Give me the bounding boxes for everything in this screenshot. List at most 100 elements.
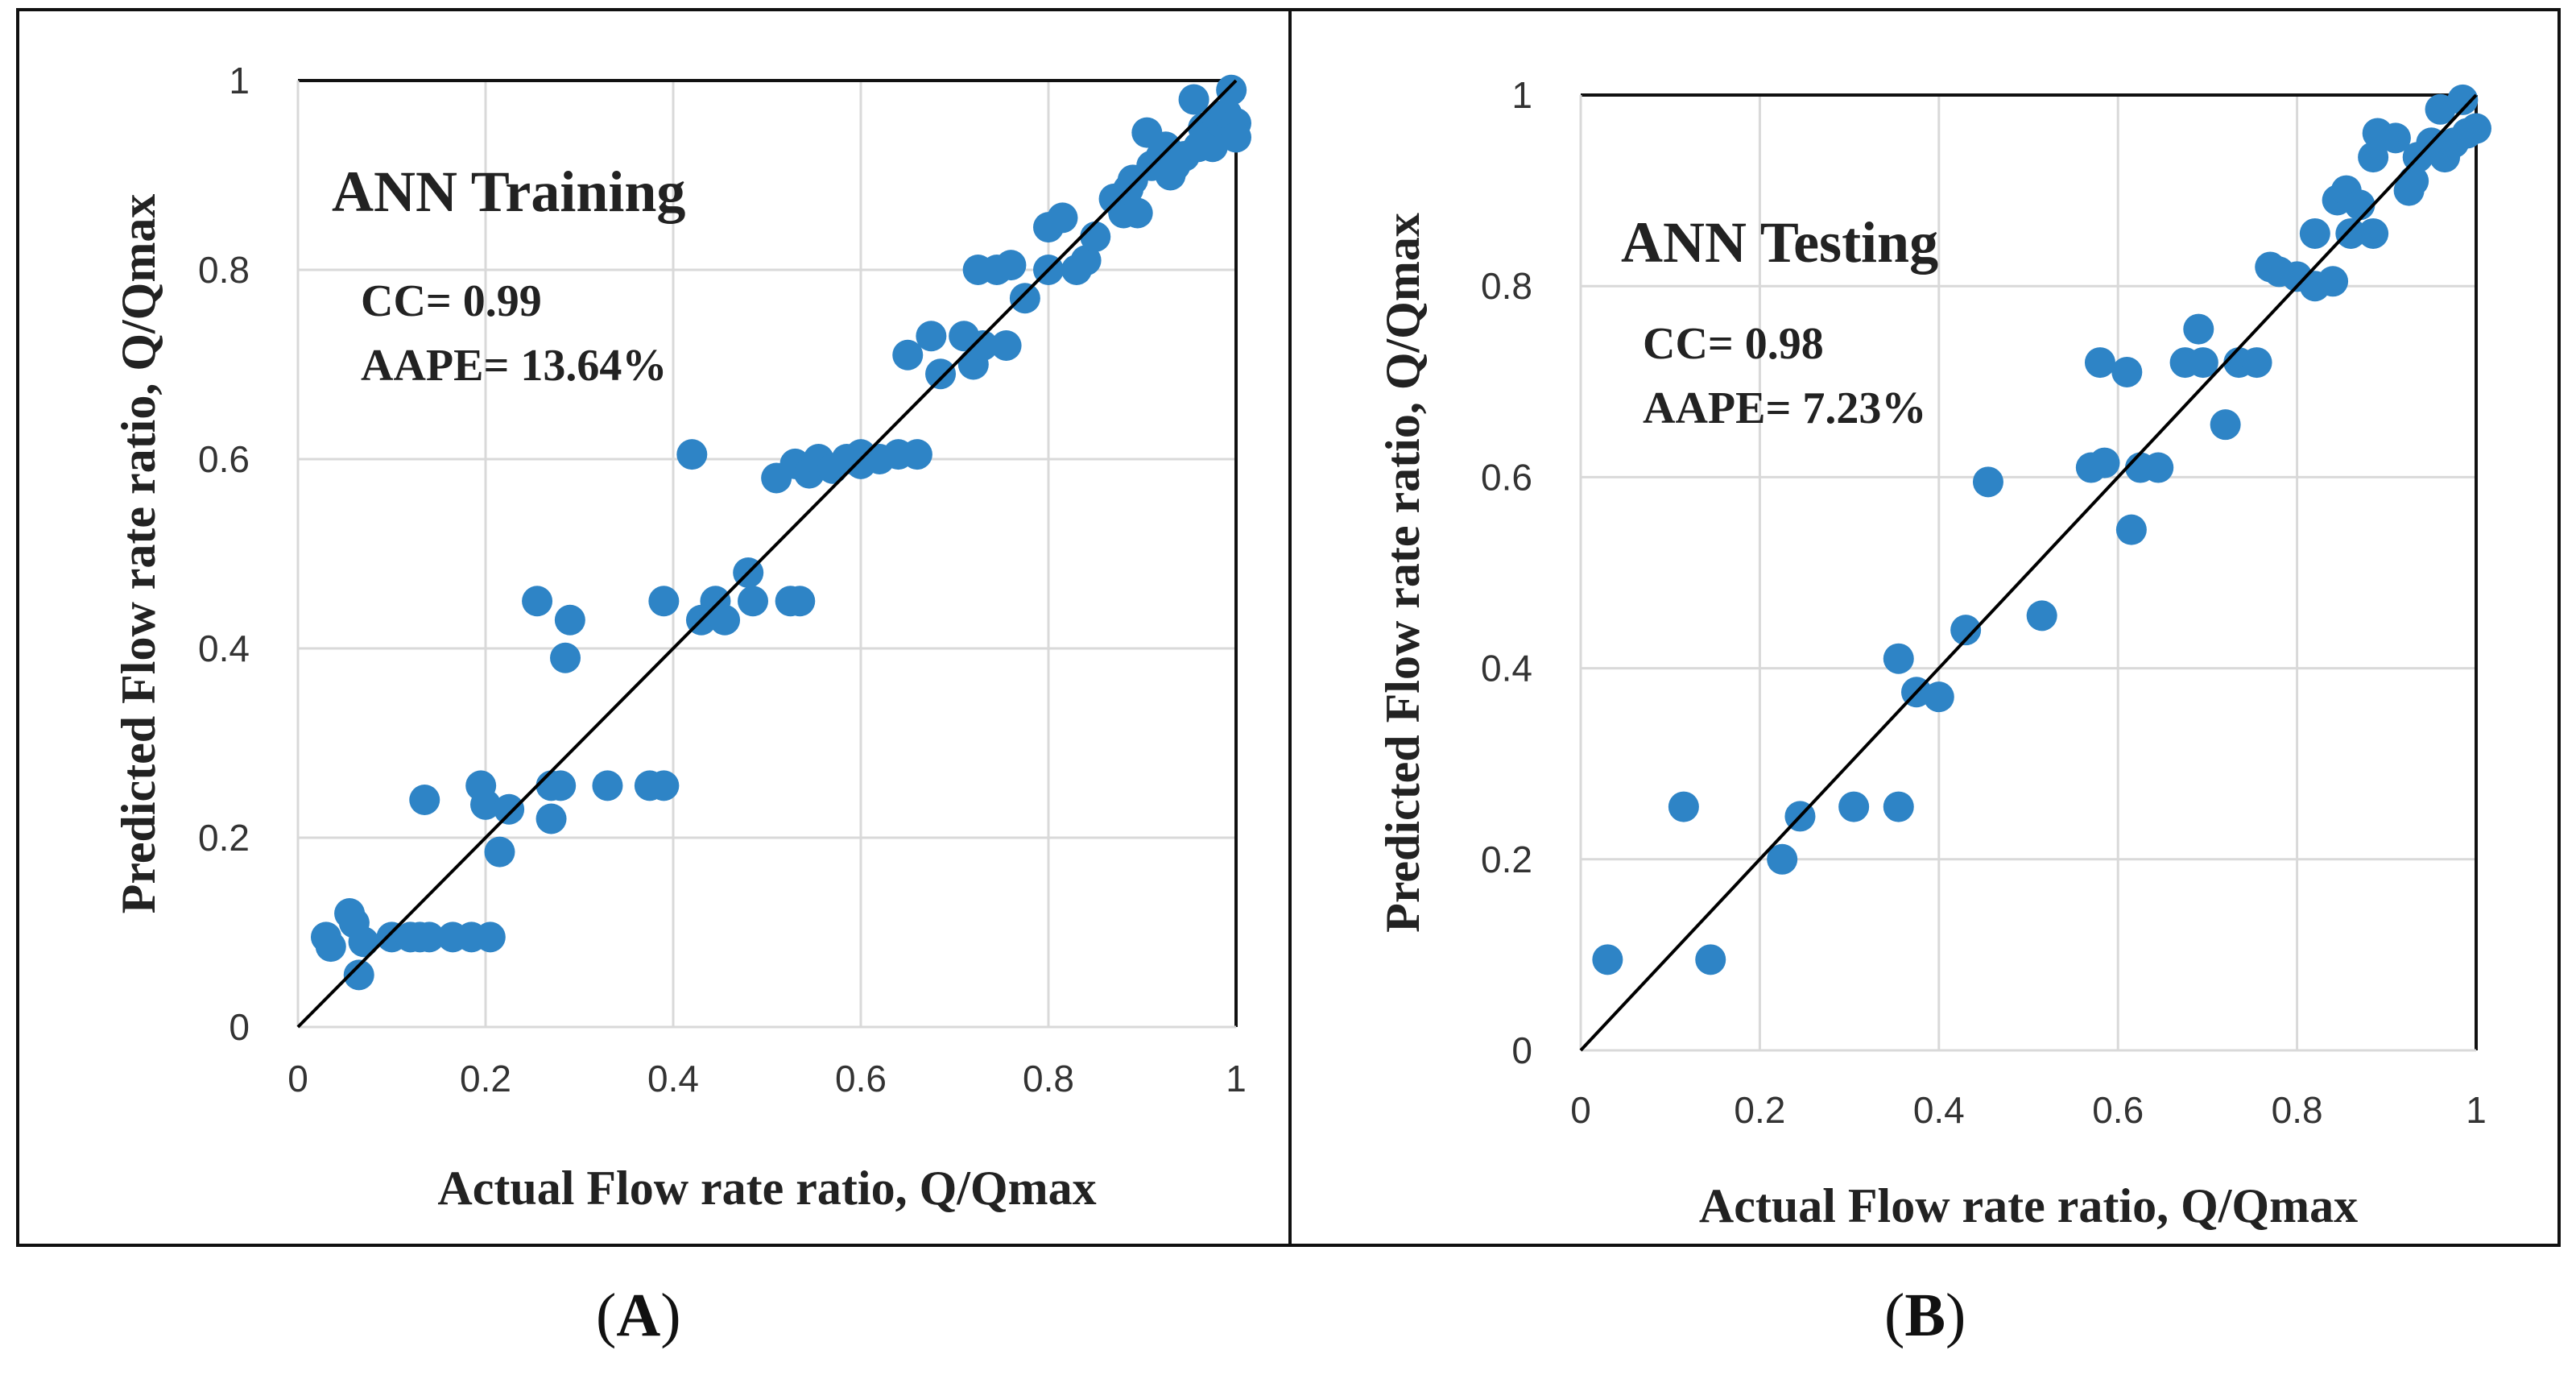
a-ytick-label: 1 [229,60,250,101]
b-data-point [1695,944,1726,975]
a-xtick-label: 0 [287,1058,308,1099]
a-data-point [484,836,515,868]
a-xtick-label: 0.2 [460,1058,511,1099]
a-ytick-label: 0.8 [198,249,250,291]
a-xtick-label: 0.8 [1023,1058,1074,1099]
a-data-point [545,770,577,801]
b-data-point [2447,84,2479,115]
b-stat-text: AAPE= 7.23% [1643,383,1926,433]
a-fit-line [296,79,1238,1029]
a-data-point [343,959,374,991]
a-x-axis-label: Actual Flow rate ratio, Q/Qmax [437,1162,1096,1215]
a-ytick-label: 0 [229,1006,250,1048]
b-data-point [2089,447,2120,478]
b-data-point [1592,944,1623,975]
b-data-point [1972,466,2003,498]
b-ytick-label: 0.2 [1481,839,1532,880]
b-data-point [2115,514,2147,545]
b-data-point [2358,217,2389,249]
caption-b-letter: B [1904,1282,1946,1349]
a-data-point [1216,74,1247,106]
caption-a-letter: A [616,1282,661,1349]
a-xtick-label: 0.6 [835,1058,887,1099]
b-data-point [2143,452,2174,483]
b-stat-text: CC= 0.98 [1643,319,1824,369]
b-data-point [2318,266,2349,297]
a-y-axis-label: Predicted Flow rate ratio, Q/Qmax [112,194,165,914]
a-data-point [1122,197,1153,229]
b-data-point [2187,347,2218,379]
b-data-point [1767,843,1798,875]
a-chart-title: ANN Training [332,159,685,224]
b-data-point [2183,313,2214,345]
b-data-point [2111,356,2143,387]
b-data-point [2210,409,2241,441]
a-data-point [892,339,924,371]
b-data-point [2344,189,2375,221]
b-ytick-label: 0.4 [1481,648,1532,690]
panel-b-frame [1288,8,2561,1247]
a-data-point [995,250,1027,281]
a-data-point [1178,84,1209,115]
a-data-point [901,439,932,470]
a-xtick-label: 0.4 [647,1058,699,1099]
caption-b: (B) [1884,1282,1966,1349]
b-data-point [2335,217,2367,249]
a-data-point [535,803,567,834]
a-data-point [990,330,1022,361]
b-ytick-label: 1 [1511,74,1532,116]
a-data-point [925,358,957,390]
a-data-point [315,931,346,963]
a-data-point [648,770,680,801]
a-data-point [967,330,999,361]
a-data-point [522,586,553,617]
b-ytick-label: 0 [1511,1029,1532,1071]
a-stat-text: AAPE= 13.64% [361,341,667,391]
b-xtick-label: 0 [1570,1089,1591,1131]
b-data-point [2299,217,2330,249]
a-data-point [494,793,525,825]
a-stat-text: CC= 0.99 [361,276,542,326]
b-y-axis-label: Predicted Flow rate ratio, Q/Qmax [1376,213,1429,933]
b-chart-title: ANN Testing [1621,210,1938,275]
a-data-point [784,586,816,617]
b-ytick-label: 0.6 [1481,456,1532,498]
b-data-point [2084,347,2115,379]
b-data-point [2358,142,2389,173]
b-x-axis-label: Actual Flow rate ratio, Q/Qmax [1699,1179,2358,1232]
a-data-point [709,604,741,636]
a-data-point [409,785,440,815]
b-data-point [2461,113,2491,144]
b-data-point [1883,791,1914,822]
a-data-point [414,921,445,953]
b-xtick-label: 0.6 [2092,1089,2144,1131]
b-xtick-label: 0.2 [1734,1089,1785,1131]
a-ytick-label: 0.4 [198,627,250,669]
a-data-point [1221,122,1251,153]
a-data-point [676,439,708,470]
a-data-point [1197,131,1228,163]
a-ytick-label: 0.2 [198,817,250,859]
a-data-point [1009,283,1040,314]
a-data-point [1070,245,1102,276]
b-data-point [1838,791,1870,822]
b-xtick-label: 1 [2466,1089,2487,1131]
a-data-point [470,789,501,820]
a-data-point [1047,202,1078,234]
a-data-point [738,586,769,617]
b-data-point [1950,615,1982,646]
b-xtick-label: 0.8 [2272,1089,2323,1131]
b-data-point [2241,347,2272,379]
b-data-point [1668,791,1699,822]
a-data-point [474,921,506,953]
a-data-point [348,926,379,958]
b-data-point [2026,600,2057,632]
b-ytick-label: 0.8 [1481,265,1532,307]
b-fit-line [1579,93,2478,1052]
a-data-point [550,642,581,673]
a-xtick-label: 1 [1226,1058,1247,1099]
b-data-point [1923,681,1954,713]
a-data-point [916,321,947,352]
